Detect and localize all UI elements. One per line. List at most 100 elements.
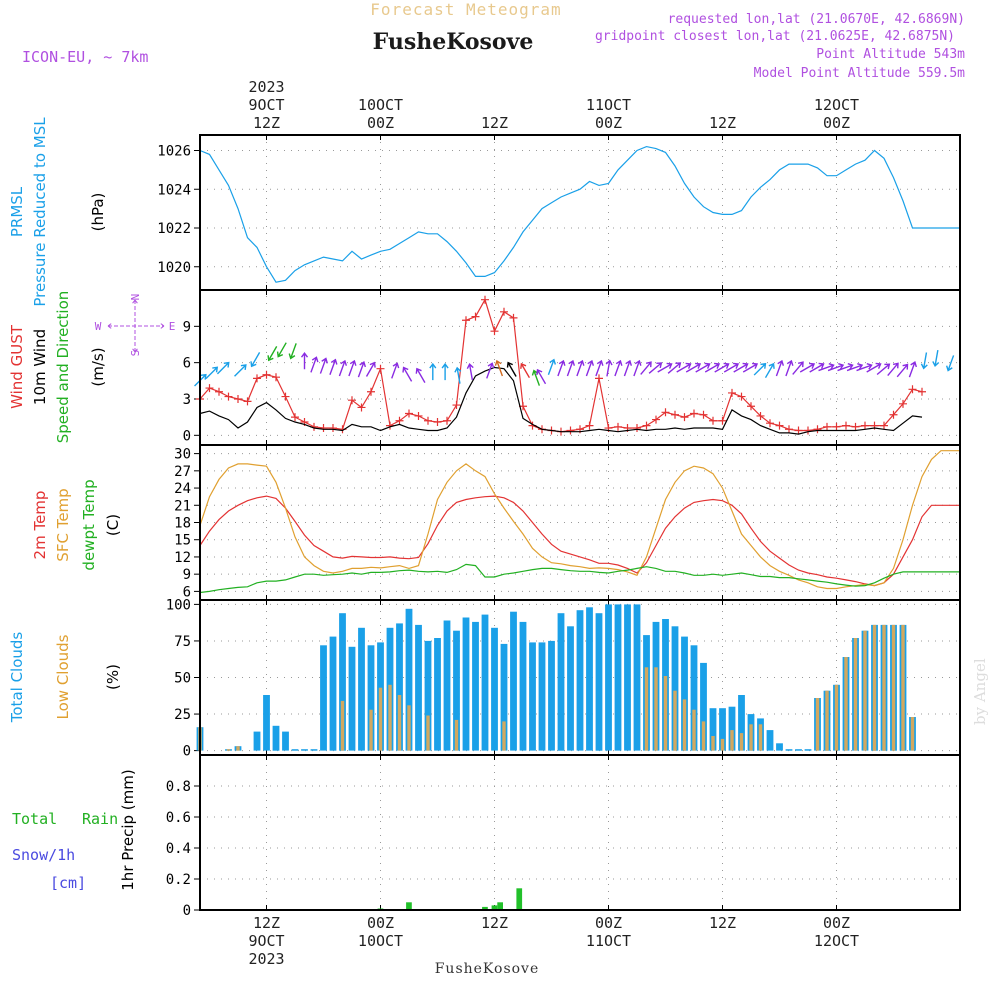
time-label-top: 12Z (709, 114, 736, 132)
cloud-bar (310, 749, 318, 751)
precip-legend-label: Total (12, 810, 57, 828)
wind-arrow-shaft (785, 359, 794, 377)
cloud-bar (910, 717, 915, 751)
wind-arrow-shaft (429, 362, 437, 381)
gust-marker (747, 402, 755, 411)
wind-arrow-shaft (792, 361, 804, 375)
gust-marker (452, 401, 461, 410)
compass-ew (107, 322, 165, 330)
compass-ns (131, 299, 139, 353)
wind-arrow-shaft (887, 362, 899, 377)
wind-arrow (887, 362, 899, 377)
panel-label: Speed and Direction (54, 291, 72, 444)
cloud-bar (690, 645, 698, 751)
cloud-bar (872, 624, 877, 751)
wind-arrow-shaft (267, 346, 278, 362)
gust-marker (424, 416, 432, 425)
y-tick-label: 75 (174, 634, 191, 650)
time-label-bottom: 12OCT (814, 932, 859, 950)
cloud-bar (443, 620, 451, 751)
wind-arrow (753, 362, 767, 376)
wind-arrow-shaft (300, 352, 309, 370)
footer-station: FusheKosove (435, 961, 540, 977)
wind-arrow-shaft (441, 362, 449, 381)
wind-arrow (402, 366, 413, 382)
gust-marker (367, 387, 375, 396)
wind-arrow-shaft (932, 350, 940, 368)
wind-arrow-shaft (454, 366, 462, 384)
panel-pressure: 1020 1022 1024 1026 (157, 134, 961, 291)
cloud-bar (369, 709, 373, 751)
wind-arrow (486, 362, 495, 379)
gust-marker (813, 425, 822, 434)
panel-label: Low Clouds (54, 634, 72, 719)
wind-arrow (827, 362, 845, 372)
precip-legend-label: [cm] (50, 874, 86, 892)
gust-marker (614, 422, 622, 431)
cloud-bar (397, 695, 402, 751)
panel-wind: 0 3 6 9 (183, 289, 961, 446)
gust-marker (690, 409, 698, 418)
y-tick-label: 3 (183, 392, 191, 408)
wind-arrow (536, 368, 547, 385)
cloud-bar (844, 657, 848, 751)
cloud-bar (701, 721, 706, 751)
wind-arrow (714, 362, 730, 373)
wind-arrow-shaft (809, 362, 825, 373)
cloud-bar (253, 731, 261, 751)
cloud-bar (853, 638, 858, 751)
wind-arrow (466, 363, 474, 381)
wind-arrow (557, 359, 566, 377)
cloud-bar (462, 617, 470, 751)
gust-marker (376, 364, 385, 373)
gust-marker (652, 415, 660, 424)
cloud-bar (576, 610, 584, 751)
wind-arrow-shaft (866, 362, 882, 373)
series-line-temperature-2 (199, 563, 960, 594)
wind-arrow (742, 362, 759, 373)
wind-arrow (818, 362, 835, 372)
y-tick-label: 0.4 (166, 841, 191, 857)
wind-arrow-shaft (576, 359, 585, 377)
wind-arrow-shaft (216, 361, 230, 375)
wind-arrow (605, 359, 613, 377)
time-label-top: 12Z (481, 114, 508, 132)
cloud-bar (758, 724, 763, 751)
time-label-top: 00Z (595, 114, 622, 132)
wind-arrow-shaft (846, 362, 864, 372)
cloud-bar (720, 738, 725, 751)
series-line-temperature-0 (199, 495, 960, 587)
wind-arrow (792, 361, 804, 375)
gust-marker (395, 416, 404, 425)
wind-arrow-shaft (319, 357, 329, 374)
gust-marker (861, 421, 869, 430)
cloud-bar (500, 643, 508, 751)
wind-arrow-shaft (566, 359, 576, 377)
wind-arrow (576, 359, 585, 377)
panel-frame (199, 444, 961, 601)
cloud-bar (320, 645, 327, 751)
wind-arrow (205, 366, 219, 380)
wind-compass: W E N S (95, 294, 176, 357)
cloud-bar (519, 621, 527, 751)
wind-arrow-shaft (595, 359, 604, 377)
wind-arrow (300, 352, 309, 370)
gust-marker (319, 424, 328, 433)
cloud-bar (340, 700, 345, 751)
requested-location: requested lon,lat (21.0670E, 42.6869N) (668, 12, 965, 27)
wind-arrow (945, 355, 955, 372)
wind-arrow-shaft (486, 362, 495, 379)
wind-arrow (657, 362, 673, 373)
y-tick-label: 50 (174, 671, 191, 687)
gust-marker (699, 410, 708, 419)
cloud-bar (633, 604, 641, 751)
cloud-bar (700, 662, 707, 751)
wind-arrow (276, 342, 287, 358)
gust-marker (718, 416, 727, 425)
wind-arrow-shaft (896, 363, 909, 378)
cloud-bar (785, 749, 793, 751)
gust-marker (709, 416, 717, 425)
cloud-bar (663, 676, 668, 751)
wind-arrow-shaft (633, 359, 642, 377)
cloud-bar (407, 705, 411, 751)
